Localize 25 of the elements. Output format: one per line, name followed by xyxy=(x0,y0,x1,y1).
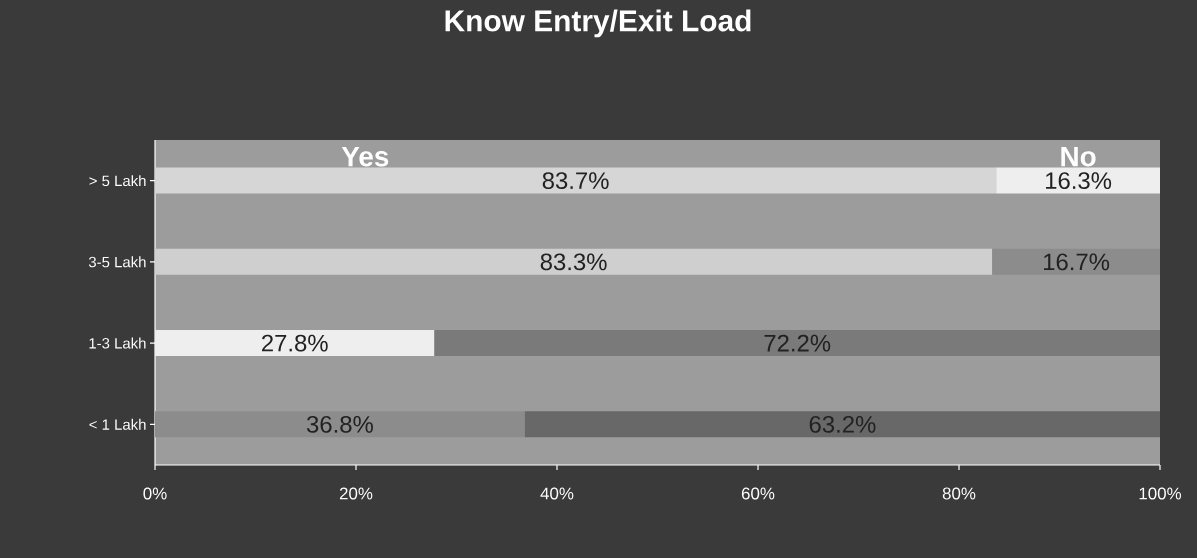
y-tick-label: < 1 Lakh xyxy=(89,418,146,430)
data-label: 83.3% xyxy=(540,253,607,271)
data-label: 16.3% xyxy=(1046,172,1112,190)
bar xyxy=(524,411,1160,438)
data-label: 72.2% xyxy=(764,334,831,352)
bar xyxy=(155,248,993,275)
y-tick-label: 3-5 Lakh xyxy=(88,256,146,268)
data-label: 63.2% xyxy=(809,415,876,433)
x-tick-label: 80% xyxy=(942,487,976,500)
data-label: 83.7% xyxy=(542,172,609,190)
x-tick-label: 100% xyxy=(1139,487,1182,500)
x-tick-label: 40% xyxy=(540,487,574,500)
y-tick-label: > 5 Lakh xyxy=(89,175,146,187)
data-label: 27.8% xyxy=(262,334,328,352)
data-label: 16.7% xyxy=(1044,253,1110,271)
x-tick-label: 20% xyxy=(339,487,373,500)
bar xyxy=(434,330,1160,357)
data-label: 36.8% xyxy=(306,415,373,433)
series-label: Yes xyxy=(341,146,389,167)
chart-title: Know Entry/Exit Load xyxy=(445,9,751,38)
y-tick-label: 1-3 Lakh xyxy=(89,337,146,349)
x-tick-label: 0% xyxy=(143,487,167,500)
bar xyxy=(155,167,997,194)
x-tick-label: 60% xyxy=(741,487,775,500)
series-label: No xyxy=(1061,146,1096,167)
